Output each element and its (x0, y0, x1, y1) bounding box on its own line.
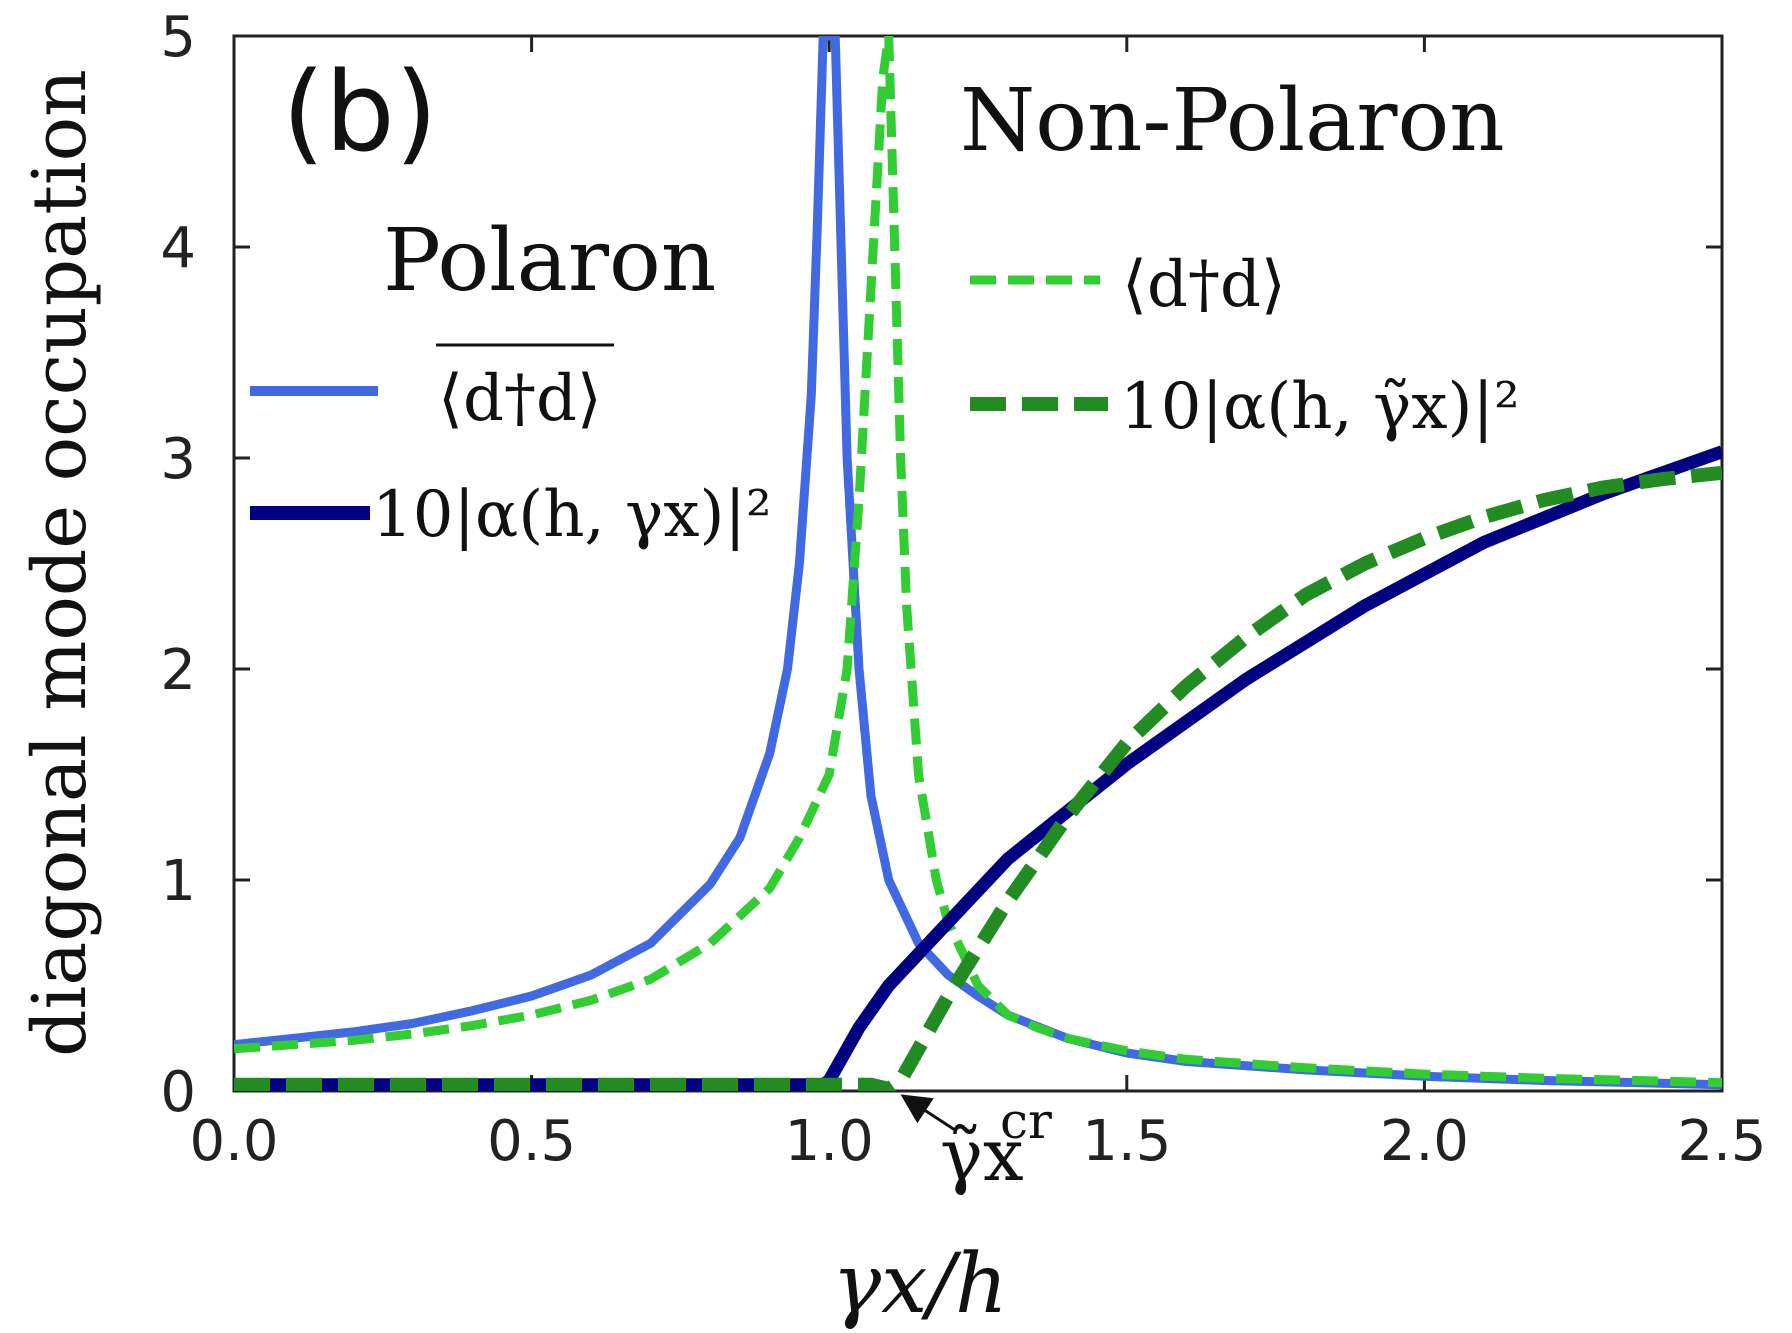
annotation-label: γ̃x (940, 1113, 1024, 1197)
annotation-arrow (900, 1094, 956, 1132)
plot-area (232, 34, 1724, 1093)
annotation-superscript: cr (1000, 1092, 1052, 1150)
legend-label-nonpolaron-occupation: ⟨d†d⟩ (1122, 248, 1286, 322)
y-tick-labels: 0 1 2 3 4 5 (160, 5, 196, 1125)
series-polaron-occupation (234, 36, 1722, 1090)
y-axis-title: diagonal mode occupation (17, 69, 103, 1057)
x-tick-label: 2.0 (1380, 1109, 1469, 1174)
legend-label-nonpolaron-alpha: 10|α(h, γ̃x)|² (1120, 370, 1520, 444)
panel-label: (b) (282, 48, 438, 176)
legend-label-polaron-occupation: ⟨d†d⟩ (438, 362, 602, 436)
critical-point-annotation: γ̃x cr (900, 1092, 1052, 1197)
x-tick-label: 1.0 (785, 1109, 874, 1174)
x-tick-label: 2.5 (1677, 1109, 1766, 1174)
legend-polaron: ⟨d†d⟩ 10|α(h, γx)|² (250, 343, 772, 552)
y-tick-label: 0 (160, 1060, 196, 1125)
non-polaron-region-label: Non-Polaron (960, 71, 1505, 171)
polaron-region-label: Polaron (383, 211, 716, 311)
x-tick-label: 1.5 (1082, 1109, 1171, 1174)
series-nonpolaron-occupation (234, 36, 1722, 1088)
series-layer (234, 36, 1722, 1091)
legend-label-polaron-alpha: 10|α(h, γx)|² (372, 478, 772, 552)
y-tick-label: 1 (160, 849, 196, 914)
series-nonpolaron-alpha (234, 465, 1722, 1091)
y-tick-label: 5 (160, 5, 196, 70)
x-tick-label: 0.0 (189, 1109, 278, 1174)
y-tick-label: 3 (160, 427, 196, 492)
legend-non-polaron: ⟨d†d⟩ 10|α(h, γ̃x)|² (970, 248, 1520, 444)
x-axis-title: γx/h (832, 1237, 1008, 1332)
y-tick-label: 2 (160, 638, 196, 703)
x-tick-labels: 0.0 0.5 1.0 1.5 2.0 2.5 (189, 1109, 1766, 1174)
y-tick-label: 4 (160, 216, 196, 281)
x-tick-label: 0.5 (487, 1109, 576, 1174)
